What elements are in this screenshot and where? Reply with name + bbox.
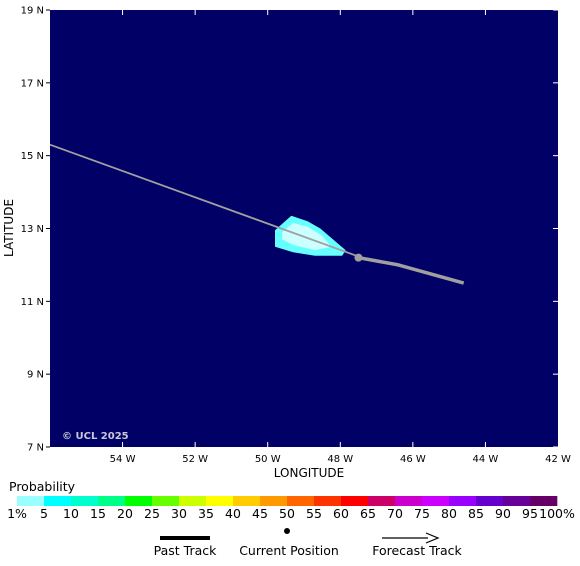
legend-swatch <box>206 496 234 506</box>
legend-label: 40 <box>225 506 241 521</box>
legend-label: 65 <box>360 506 376 521</box>
legend-label: 95 <box>522 506 538 521</box>
legend-swatch <box>395 496 423 506</box>
copyright-text: © UCL 2025 <box>62 431 129 442</box>
track-layer <box>49 143 465 285</box>
lat-tick-label: 7 N <box>27 443 44 454</box>
legend-label: 80 <box>441 506 457 521</box>
forecast-arrow-icon <box>425 532 440 544</box>
probability-legend: 1% 5 10 15 20 25 30 35 40 45 50 55 60 65 70 75 80 85 90 95 1… <box>7 496 575 521</box>
x-axis-title: LONGITUDE <box>274 466 344 480</box>
lon-tick-label: 50 W <box>255 454 281 465</box>
legend-label: 5 <box>40 506 48 521</box>
key-past-track: Past Track <box>154 536 217 558</box>
lon-tick-label: 42 W <box>545 454 571 465</box>
legend-label: 55 <box>306 506 322 521</box>
lat-tick-label: 13 N <box>21 224 44 235</box>
lat-tick-label: 19 N <box>21 6 44 17</box>
lon-tick-label: 52 W <box>182 454 208 465</box>
legend-title: Probability <box>9 479 76 494</box>
legend-swatch <box>17 496 45 506</box>
current-position-symbol <box>284 528 290 534</box>
current-position-marker <box>354 253 363 262</box>
legend-swatch <box>368 496 396 506</box>
legend-label: 25 <box>144 506 160 521</box>
axes: 54 W 52 W 50 W 48 W 46 W 44 W 42 W 19 N 17 N 15 N… <box>21 6 571 466</box>
lat-tick-label: 9 N <box>27 370 44 381</box>
legend-label: 50 <box>279 506 295 521</box>
legend-label: 85 <box>468 506 484 521</box>
legend-swatch <box>449 496 477 506</box>
legend-label: 35 <box>198 506 214 521</box>
past-track-line <box>49 143 357 257</box>
probability-area-1pct <box>282 223 332 251</box>
y-axis-title: LATITUDE <box>2 199 16 257</box>
forecast-track-line <box>358 255 465 285</box>
legend-swatch <box>44 496 72 506</box>
legend-label: 45 <box>252 506 268 521</box>
lat-tick-label: 15 N <box>21 151 44 162</box>
lon-tick-label: 48 W <box>327 454 353 465</box>
past-track-label: Past Track <box>154 543 217 558</box>
lat-tick-label: 11 N <box>21 297 44 308</box>
legend-label: 30 <box>171 506 187 521</box>
legend-swatch <box>260 496 288 506</box>
legend-label: 60 <box>333 506 349 521</box>
legend-swatch <box>314 496 342 506</box>
legend-swatch <box>233 496 261 506</box>
legend-label: 10 <box>63 506 79 521</box>
lon-tick-label: 54 W <box>110 454 136 465</box>
legend-swatch <box>287 496 315 506</box>
legend-swatch <box>503 496 531 506</box>
legend-label: 15 <box>90 506 106 521</box>
lon-tick-label: 44 W <box>473 454 499 465</box>
legend-swatch <box>98 496 126 506</box>
legend-label: 75 <box>414 506 430 521</box>
legend-swatch <box>476 496 504 506</box>
legend-swatch <box>152 496 180 506</box>
legend-swatch <box>179 496 207 506</box>
legend-label: 100% <box>539 506 575 521</box>
legend-label: 20 <box>117 506 133 521</box>
key-current-position: Current Position <box>239 528 339 558</box>
legend-label: 70 <box>387 506 403 521</box>
key-forecast-track: Forecast Track <box>372 532 463 558</box>
lat-tick-label: 17 N <box>21 78 44 89</box>
legend-label: 1% <box>7 506 27 521</box>
forecast-track-label: Forecast Track <box>372 543 462 558</box>
legend-swatch <box>341 496 369 506</box>
legend-swatch <box>125 496 153 506</box>
legend-swatch <box>530 496 558 506</box>
legend-label: 90 <box>495 506 511 521</box>
legend-swatch <box>71 496 99 506</box>
current-position-label: Current Position <box>239 543 339 558</box>
legend-swatch <box>422 496 450 506</box>
lon-tick-label: 46 W <box>400 454 426 465</box>
